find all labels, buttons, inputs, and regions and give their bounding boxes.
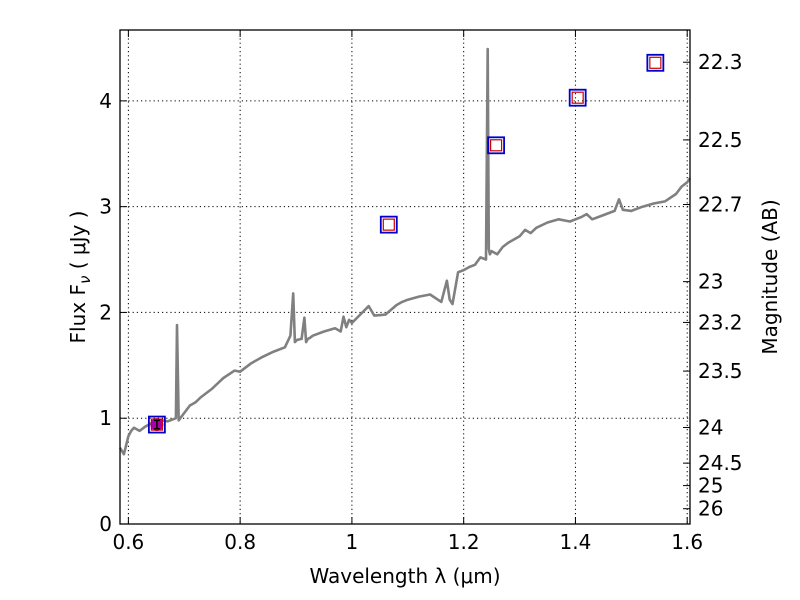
magnitude-tick-label: 22.3 [698,50,743,74]
y-tick-label: 4 [99,89,112,113]
model-photometry-point [150,418,163,431]
model-photometry-point [382,218,395,231]
model-photometry-point [489,139,503,152]
magnitude-tick-label: 24.5 [698,451,743,475]
magnitude-tick-label: 22.5 [698,128,743,152]
x-tick-label: 1 [346,530,359,554]
magnitude-tick-label: 23.2 [698,310,743,334]
plot-frame [119,29,691,525]
model-photometry-point [571,91,584,104]
x-tick-label: 0.6 [112,530,144,554]
photometry-markers [147,53,665,434]
x-tick-label: 1.2 [448,530,480,554]
y-axis-title: Flux Fν ( μJy ) [66,211,94,344]
x-tick-label: 1.4 [560,530,592,554]
y-axis-title-main: Flux F [66,284,90,343]
spectrum-layer [118,47,692,456]
magnitude-tick-label: 26 [698,497,723,521]
x-axis-title: Wavelength λ (μm) [309,564,500,588]
y-tick-label: 2 [99,300,112,324]
magnitude-axis-title: Magnitude (AB) [758,199,782,354]
observed-photometry-point [568,88,587,107]
spectrum-line [118,47,692,456]
y-tick-label: 3 [99,195,112,219]
magnitude-tick-label: 23.5 [698,359,743,383]
model-photometry-point [649,56,662,69]
magnitude-tick-label: 22.7 [698,193,743,217]
magnitude-tick-label: 24 [698,416,723,440]
grid-lines [120,30,690,525]
observed-photometry-point [646,53,665,72]
x-tick-label: 0.8 [224,530,256,554]
observed-photometry-point [147,415,166,434]
y-axis-title-subscript: ν [76,276,94,284]
magnitude-tick-label: 23 [698,270,723,294]
observed-photometry-point [487,136,505,155]
magnitude-tick-label: 25 [698,474,723,498]
y-tick-label: 1 [99,406,112,430]
y-axis-title-unit: ( μJy ) [66,211,90,276]
observed-photometry-point [379,215,398,234]
x-tick-label: 1.6 [671,530,703,554]
y-tick-label: 0 [99,512,112,536]
axis-ticks: 0.6 0.8 1 1.2 1.4 1.60123422.322.522.72323.22… [99,30,743,554]
